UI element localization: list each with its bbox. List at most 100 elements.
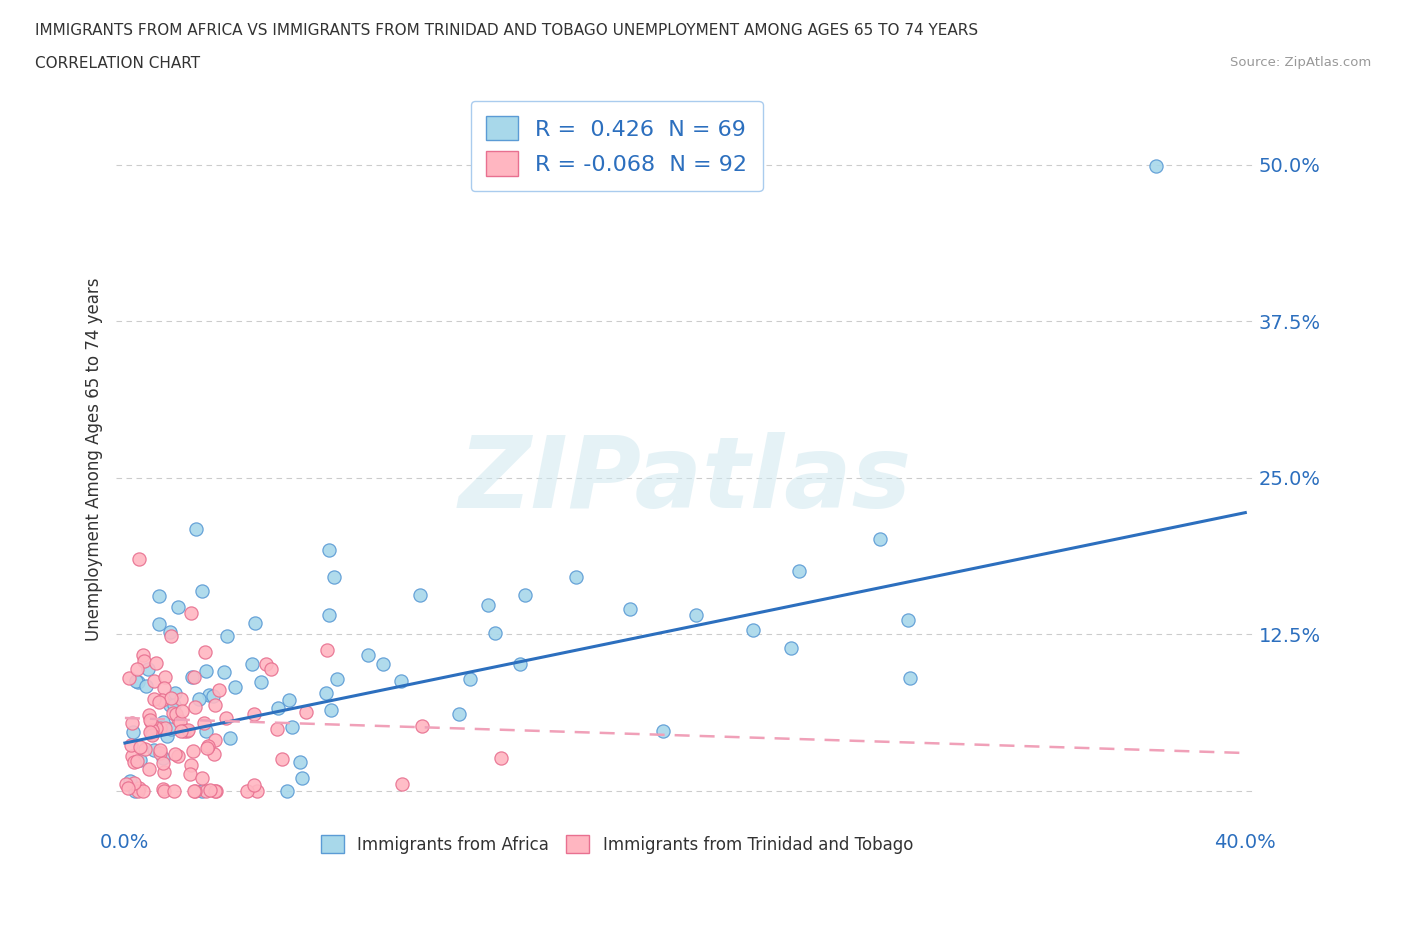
Point	[141, 723, 163, 737]
Point	[315, 686, 337, 701]
Point	[145, 656, 167, 671]
Point	[204, 733, 226, 748]
Point	[136, 661, 159, 676]
Point	[224, 680, 246, 695]
Point	[148, 695, 170, 710]
Point	[243, 615, 266, 630]
Point	[165, 707, 187, 722]
Point	[204, 698, 226, 712]
Point	[153, 764, 176, 779]
Point	[316, 643, 339, 658]
Point	[159, 698, 181, 712]
Point	[179, 767, 201, 782]
Text: CORRELATION CHART: CORRELATION CHART	[35, 56, 200, 71]
Point	[243, 707, 266, 722]
Point	[132, 648, 155, 663]
Point	[117, 780, 139, 795]
Point	[167, 600, 190, 615]
Point	[127, 783, 149, 798]
Point	[124, 673, 146, 688]
Text: IMMIGRANTS FROM AFRICA VS IMMIGRANTS FROM TRINIDAD AND TOBAGO UNEMPLOYMENT AMONG: IMMIGRANTS FROM AFRICA VS IMMIGRANTS FRO…	[35, 23, 979, 38]
Point	[202, 689, 225, 704]
Point	[489, 751, 512, 765]
Point	[125, 753, 148, 768]
Point	[564, 570, 586, 585]
Point	[250, 674, 273, 689]
Point	[152, 680, 174, 695]
Point	[138, 762, 160, 777]
Point	[143, 743, 166, 758]
Point	[125, 661, 148, 676]
Point	[391, 777, 413, 791]
Point	[152, 751, 174, 766]
Point	[163, 747, 186, 762]
Point	[138, 708, 160, 723]
Point	[170, 724, 193, 738]
Point	[187, 691, 209, 706]
Point	[184, 699, 207, 714]
Point	[183, 783, 205, 798]
Point	[121, 748, 143, 763]
Point	[651, 724, 673, 738]
Point	[280, 720, 302, 735]
Point	[180, 605, 202, 620]
Point	[200, 782, 222, 797]
Point	[685, 607, 707, 622]
Point	[323, 569, 346, 584]
Point	[276, 783, 298, 798]
Point	[267, 700, 290, 715]
Point	[163, 698, 186, 712]
Point	[153, 783, 176, 798]
Point	[177, 723, 200, 737]
Point	[122, 754, 145, 769]
Point	[411, 718, 433, 733]
Point	[156, 728, 179, 743]
Point	[139, 715, 162, 730]
Point	[129, 752, 152, 767]
Point	[290, 754, 312, 769]
Y-axis label: Unemployment Among Ages 65 to 74 years: Unemployment Among Ages 65 to 74 years	[86, 277, 103, 641]
Point	[195, 741, 218, 756]
Point	[183, 744, 205, 759]
Point	[318, 542, 340, 557]
Point	[159, 629, 181, 644]
Point	[246, 783, 269, 798]
Point	[254, 657, 277, 671]
Point	[159, 722, 181, 737]
Point	[197, 738, 219, 753]
Point	[176, 724, 198, 739]
Point	[159, 625, 181, 640]
Point	[266, 722, 288, 737]
Point	[145, 720, 167, 735]
Point	[135, 679, 157, 694]
Point	[134, 654, 156, 669]
Point	[357, 647, 380, 662]
Legend: Immigrants from Africa, Immigrants from Trinidad and Tobago: Immigrants from Africa, Immigrants from …	[314, 829, 920, 860]
Point	[619, 601, 641, 616]
Point	[477, 597, 499, 612]
Point	[458, 671, 481, 686]
Point	[160, 690, 183, 705]
Point	[197, 687, 219, 702]
Point	[236, 783, 259, 798]
Point	[194, 644, 217, 659]
Point	[409, 588, 432, 603]
Point	[149, 721, 172, 736]
Point	[122, 776, 145, 790]
Point	[319, 703, 342, 718]
Point	[869, 531, 891, 546]
Point	[152, 781, 174, 796]
Point	[270, 751, 292, 766]
Point	[139, 712, 162, 727]
Point	[124, 783, 146, 798]
Point	[153, 670, 176, 684]
Point	[132, 783, 155, 798]
Point	[127, 675, 149, 690]
Point	[115, 777, 138, 791]
Point	[295, 704, 318, 719]
Point	[183, 783, 205, 798]
Point	[143, 692, 166, 707]
Point	[120, 737, 142, 752]
Point	[167, 711, 190, 726]
Point	[219, 731, 242, 746]
